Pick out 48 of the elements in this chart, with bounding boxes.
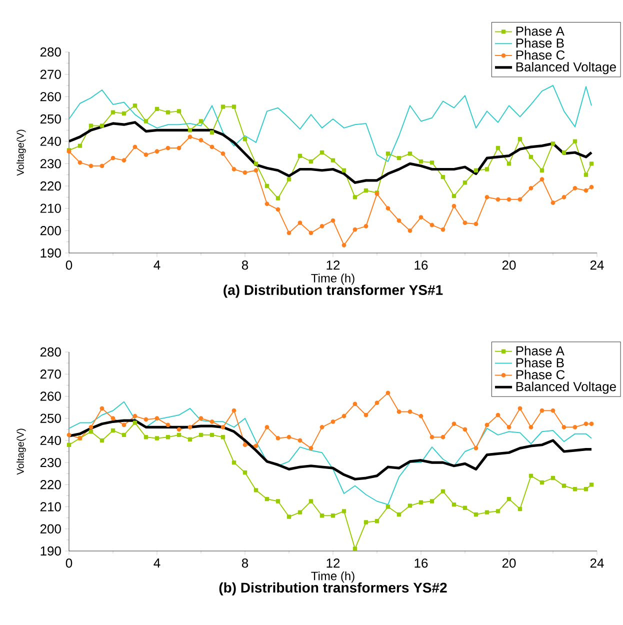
y-tick-label: 280 bbox=[40, 47, 61, 57]
x-tick-label: 16 bbox=[414, 558, 428, 568]
y-axis-title: Voltage(V) bbox=[16, 428, 26, 475]
x-tick-label: 16 bbox=[414, 260, 428, 270]
y-tick-label: 250 bbox=[40, 114, 61, 124]
y-tick-label: 260 bbox=[40, 92, 61, 102]
legend-label: Phase C bbox=[516, 370, 565, 380]
y-tick-label: 200 bbox=[40, 524, 61, 534]
legend-label: Phase B bbox=[516, 358, 564, 368]
y-tick-label: 270 bbox=[40, 370, 61, 379]
y-tick-label: 240 bbox=[40, 136, 61, 146]
y-tick-label: 280 bbox=[40, 347, 61, 357]
y-tick-label: 220 bbox=[40, 480, 61, 490]
y-tick-label: 230 bbox=[40, 458, 61, 468]
y-tick-label: 190 bbox=[40, 546, 61, 556]
x-tick-label: 8 bbox=[242, 260, 248, 270]
x-tick-label: 24 bbox=[590, 558, 604, 568]
legend-label: Phase C bbox=[516, 50, 565, 60]
x-tick-label: 24 bbox=[590, 260, 604, 270]
x-tick-label: 20 bbox=[502, 260, 516, 270]
x-tick-label: 4 bbox=[154, 260, 160, 270]
x-tick-label: 12 bbox=[326, 558, 340, 568]
x-tick-label: 8 bbox=[242, 558, 248, 568]
legend-label: Phase A bbox=[516, 346, 564, 356]
y-tick-label: 230 bbox=[40, 159, 61, 168]
y-tick-label: 220 bbox=[40, 181, 61, 191]
x-tick-label: 4 bbox=[154, 558, 160, 568]
y-tick-label: 210 bbox=[40, 502, 61, 512]
legend-label: Phase B bbox=[516, 38, 564, 48]
text: (a) Distribution transformer YS#1 bbox=[224, 284, 443, 298]
x-axis-title: Time (h) bbox=[311, 274, 354, 285]
y-tick-label: 200 bbox=[40, 226, 61, 236]
y-tick-label: 270 bbox=[40, 70, 61, 79]
x-tick-label: 0 bbox=[66, 260, 72, 270]
y-tick-label: 210 bbox=[40, 204, 61, 213]
legend-label: Phase A bbox=[516, 26, 564, 36]
y-tick-label: 260 bbox=[40, 392, 61, 401]
legend-label: Balanced Voltage bbox=[516, 382, 616, 394]
y-tick-label: 190 bbox=[40, 248, 61, 258]
legend-label: Balanced Voltage bbox=[516, 62, 616, 74]
y-tick-label: 240 bbox=[40, 436, 61, 446]
x-axis-title: Time (h) bbox=[311, 571, 354, 583]
x-tick-label: 12 bbox=[326, 260, 340, 270]
x-tick-label: 20 bbox=[502, 558, 516, 568]
text: (b) Distribution transformers YS#2 bbox=[219, 582, 447, 596]
x-tick-label: 0 bbox=[66, 558, 72, 568]
y-tick-label: 250 bbox=[40, 414, 61, 423]
y-axis-title: Voltage(V) bbox=[16, 130, 26, 176]
